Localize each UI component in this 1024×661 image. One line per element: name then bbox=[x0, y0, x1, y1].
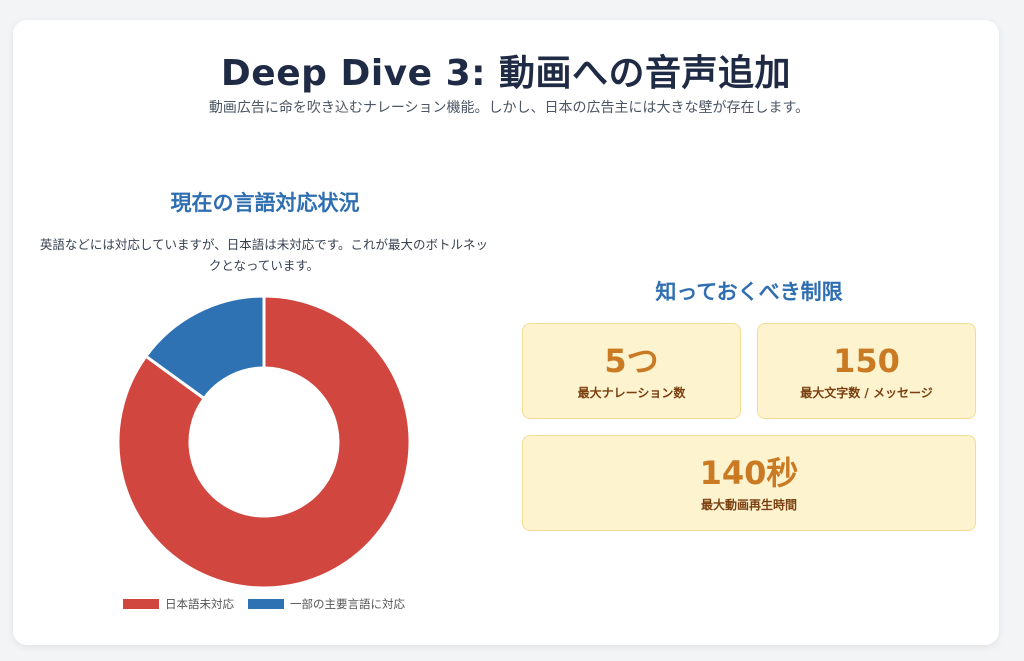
legend-item-supported[interactable]: 一部の主要言語に対応 bbox=[248, 596, 405, 612]
legend-label-unsupported: 日本語未対応 bbox=[165, 597, 234, 611]
page-title: Deep Dive 3: 動画への音声追加 bbox=[220, 53, 792, 94]
stat-value-narrations: 5つ bbox=[604, 342, 659, 380]
limits-heading: 知っておくべき制限 bbox=[655, 280, 843, 304]
page-subtitle: 動画広告に命を吹き込むナレーション機能。しかし、日本の広告主には大きな壁が存在し… bbox=[208, 100, 810, 116]
chart-legend: 日本語未対応 一部の主要言語に対応 bbox=[0, 596, 528, 612]
language-donut-chart bbox=[116, 294, 412, 590]
legend-swatch-supported bbox=[248, 599, 284, 609]
stat-card-narrations: 5つ 最大ナレーション数 bbox=[522, 323, 741, 419]
stat-card-duration: 140秒 最大動画再生時間 bbox=[522, 435, 976, 531]
legend-swatch-unsupported bbox=[123, 599, 159, 609]
stat-value-characters: 150 bbox=[833, 342, 900, 380]
donut-slice-supported[interactable] bbox=[143, 294, 266, 401]
stat-label-narrations: 最大ナレーション数 bbox=[577, 386, 686, 400]
language-description: 英語などには対応していますが、日本語は未対応です。これが最大のボトルネックとなっ… bbox=[39, 237, 489, 273]
stat-label-characters: 最大文字数 / メッセージ bbox=[800, 386, 933, 400]
language-heading: 現在の言語対応状況 bbox=[170, 191, 360, 215]
stat-value-duration: 140秒 bbox=[699, 454, 799, 492]
legend-label-supported: 一部の主要言語に対応 bbox=[290, 597, 405, 611]
stat-card-characters: 150 最大文字数 / メッセージ bbox=[757, 323, 976, 419]
legend-item-unsupported[interactable]: 日本語未対応 bbox=[123, 596, 234, 612]
stat-label-duration: 最大動画再生時間 bbox=[700, 498, 797, 512]
donut-slice-unsupported[interactable] bbox=[116, 294, 412, 590]
